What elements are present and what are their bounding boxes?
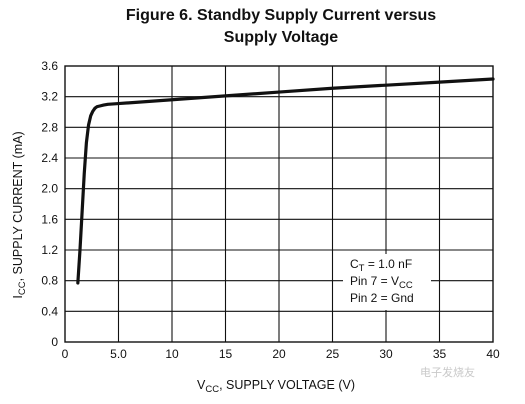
- y-tick-label: 3.6: [41, 59, 58, 73]
- annotation-line-1: CT = 1.0 nF: [350, 257, 412, 274]
- x-tick-label: 35: [433, 347, 447, 361]
- plot-frame: [64, 65, 494, 343]
- watermark-text: 电子发烧友: [420, 365, 475, 379]
- grid: [65, 66, 493, 342]
- y-axis-label-rest: , SUPPLY CURRENT (mA): [11, 131, 25, 281]
- y-tick-label: 0: [51, 335, 58, 349]
- x-axis-label-sub: CC: [205, 384, 219, 395]
- x-tick-label: 20: [272, 347, 286, 361]
- x-tick-label: 5.0: [110, 347, 127, 361]
- annotation-2-main: Pin 7 = V: [350, 274, 399, 288]
- annotation-line-3: Pin 2 = Gnd: [350, 291, 414, 305]
- x-tick-label: 30: [379, 347, 393, 361]
- annotation-1-main: C: [350, 257, 359, 271]
- chart-title-line2: Supply Voltage: [224, 29, 338, 46]
- series: [76, 77, 495, 285]
- x-tick-label: 15: [219, 347, 233, 361]
- y-tick-label: 1.6: [41, 212, 58, 226]
- annotation-background: [343, 254, 431, 310]
- annotation-line-2: Pin 7 = VCC: [350, 274, 413, 291]
- x-axis-label-rest: , SUPPLY VOLTAGE (V): [219, 378, 355, 392]
- tick-labels: 0 5.0 10 15 20 25 30 35 40 0 0.4 0.8 1.2 1.6 2.0 2.4 2.8…: [41, 59, 500, 361]
- y-tick-label: 1.2: [41, 243, 58, 257]
- x-tick-label: 0: [62, 347, 69, 361]
- y-tick-label: 2.0: [41, 182, 58, 196]
- annotation-1-rest: = 1.0 nF: [364, 257, 412, 271]
- y-tick-label: 2.4: [41, 151, 58, 165]
- y-tick-label: 0.8: [41, 274, 58, 288]
- annotation-box: CT = 1.0 nF Pin 7 = VCC Pin 2 = Gnd: [343, 254, 431, 310]
- y-axis-label-sub: CC: [17, 281, 28, 295]
- x-tick-label: 10: [165, 347, 179, 361]
- y-tick-label: 2.8: [41, 120, 58, 134]
- annotation-1-sub: T: [359, 263, 365, 274]
- y-tick-label: 3.2: [41, 90, 58, 104]
- y-axis-label: ICC, SUPPLY CURRENT (mA): [11, 131, 28, 298]
- chart-title-line1: Figure 6. Standby Supply Current versus: [126, 7, 436, 24]
- x-tick-label: 25: [326, 347, 340, 361]
- y-tick-label: 0.4: [41, 304, 58, 318]
- y-axis-label-main: I: [11, 295, 25, 298]
- x-axis-label: VCC, SUPPLY VOLTAGE (V): [197, 378, 355, 395]
- series-line: [76, 77, 495, 285]
- annotation-2-sub: CC: [399, 280, 413, 291]
- x-axis-label-main: V: [197, 378, 206, 392]
- x-tick-label: 40: [486, 347, 500, 361]
